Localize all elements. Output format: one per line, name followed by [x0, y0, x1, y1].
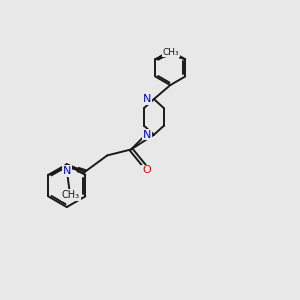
Text: CH₃: CH₃	[163, 48, 179, 57]
Text: N: N	[142, 130, 151, 140]
Text: CH₃: CH₃	[62, 190, 80, 200]
Text: O: O	[142, 165, 151, 175]
Text: N: N	[142, 94, 151, 104]
Text: N: N	[63, 166, 71, 176]
Text: Cl: Cl	[168, 49, 178, 59]
